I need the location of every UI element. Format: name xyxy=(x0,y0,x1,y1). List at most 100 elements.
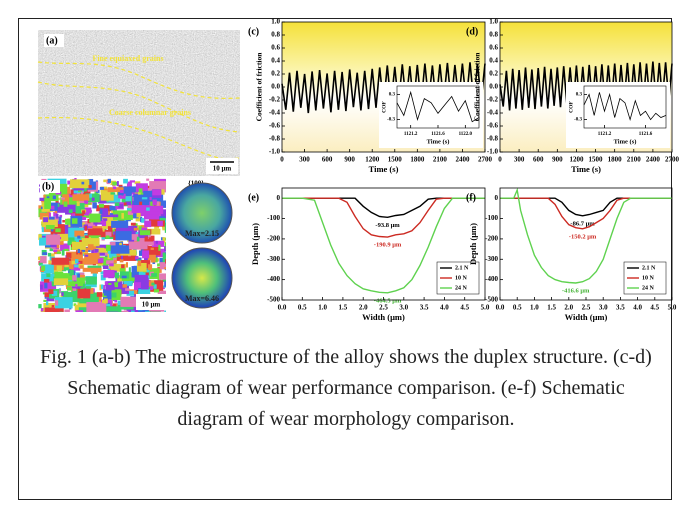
grain xyxy=(66,252,72,259)
grain xyxy=(39,256,47,264)
grain xyxy=(95,268,101,272)
y-tick-label: -0.6 xyxy=(269,122,281,130)
grain xyxy=(112,206,117,211)
grain xyxy=(46,297,55,302)
grain xyxy=(60,197,65,200)
grain xyxy=(165,255,166,261)
grain xyxy=(159,217,166,221)
grain xyxy=(66,281,85,287)
depth-annotation: -464.5 μm xyxy=(374,297,402,304)
grain xyxy=(93,251,98,254)
x-tick-label: 0.5 xyxy=(298,304,307,312)
grain xyxy=(40,308,45,312)
grain xyxy=(99,284,102,291)
grain xyxy=(44,198,52,209)
frame xyxy=(281,187,486,301)
inset-frame xyxy=(583,85,667,129)
grain xyxy=(99,208,109,217)
y-tick-label: -1.0 xyxy=(269,148,281,156)
grain xyxy=(83,283,86,289)
grain xyxy=(120,296,139,307)
grain xyxy=(130,222,136,226)
grain xyxy=(55,228,61,233)
grain xyxy=(53,278,69,286)
y-axis-label: Coefficient of friction xyxy=(473,52,482,122)
grain xyxy=(59,214,63,218)
scale-label: 10 μm xyxy=(213,165,232,173)
grain xyxy=(105,231,112,237)
grain xyxy=(110,263,126,272)
grain xyxy=(149,206,162,212)
grain xyxy=(89,193,92,198)
grain xyxy=(94,247,108,253)
grain xyxy=(45,224,55,230)
y-tick-label: -0.4 xyxy=(487,109,499,117)
grain xyxy=(53,249,58,253)
grain xyxy=(102,217,118,229)
grain xyxy=(159,189,165,195)
x-tick-label: 1.5 xyxy=(547,304,556,312)
grain xyxy=(125,288,130,291)
grain xyxy=(136,257,142,261)
y-tick-label: -100 xyxy=(267,214,280,222)
grain xyxy=(71,212,84,217)
grain xyxy=(81,217,87,221)
grain xyxy=(115,231,132,241)
inset-bg xyxy=(379,82,483,148)
grain xyxy=(65,291,81,303)
grain xyxy=(119,268,125,273)
grain xyxy=(71,213,76,217)
x-tick-label: 2700 xyxy=(478,156,493,164)
grain xyxy=(46,301,49,306)
x-tick-label: 2400 xyxy=(455,156,470,164)
grain xyxy=(60,243,70,252)
inset-y-label: COF xyxy=(381,101,387,113)
grain xyxy=(47,212,51,218)
grain xyxy=(105,245,112,251)
label-box xyxy=(44,34,64,47)
y-tick-label: 0.2 xyxy=(489,70,498,78)
grain xyxy=(40,284,43,290)
grain xyxy=(109,241,116,248)
x-tick-label: 0.0 xyxy=(496,304,505,312)
x-tick-label: 2700 xyxy=(665,156,680,164)
depth-annotation: -150.2 μm xyxy=(569,233,597,240)
y-tick-label: -500 xyxy=(485,296,498,304)
grain xyxy=(145,311,150,312)
grain xyxy=(38,205,44,210)
grain xyxy=(63,248,69,251)
grain xyxy=(56,203,60,207)
y-tick-label: 0.3 xyxy=(389,93,396,98)
grain xyxy=(72,275,77,281)
x-tick-label: 0.5 xyxy=(513,304,522,312)
x-tick-label: 1121.2 xyxy=(598,132,612,137)
grain xyxy=(87,218,91,224)
grain xyxy=(38,262,43,266)
grain xyxy=(62,273,74,282)
max-label: Max=6.46 xyxy=(185,294,219,303)
grain xyxy=(77,307,87,312)
grain xyxy=(146,188,151,194)
grain xyxy=(118,204,124,208)
grain xyxy=(97,205,100,212)
x-tick-label: 1800 xyxy=(410,156,425,164)
y-tick-label: 0.6 xyxy=(489,44,498,52)
y-tick-label: -0.6 xyxy=(487,122,499,130)
sem-image xyxy=(38,30,240,176)
grain xyxy=(84,209,90,213)
x-tick-label: 4.0 xyxy=(440,304,449,312)
grain xyxy=(121,275,127,279)
grain xyxy=(72,288,77,291)
grain xyxy=(150,235,155,242)
grain xyxy=(140,225,147,228)
grain xyxy=(85,286,91,290)
x-tick-label: 2.5 xyxy=(379,304,388,312)
y-tick-label: -100 xyxy=(485,214,498,222)
grain xyxy=(133,194,150,206)
grain xyxy=(151,273,157,277)
grain xyxy=(133,213,139,219)
grain xyxy=(52,195,56,200)
grain xyxy=(117,304,134,310)
grain xyxy=(85,276,97,285)
inset-bg xyxy=(566,82,670,148)
